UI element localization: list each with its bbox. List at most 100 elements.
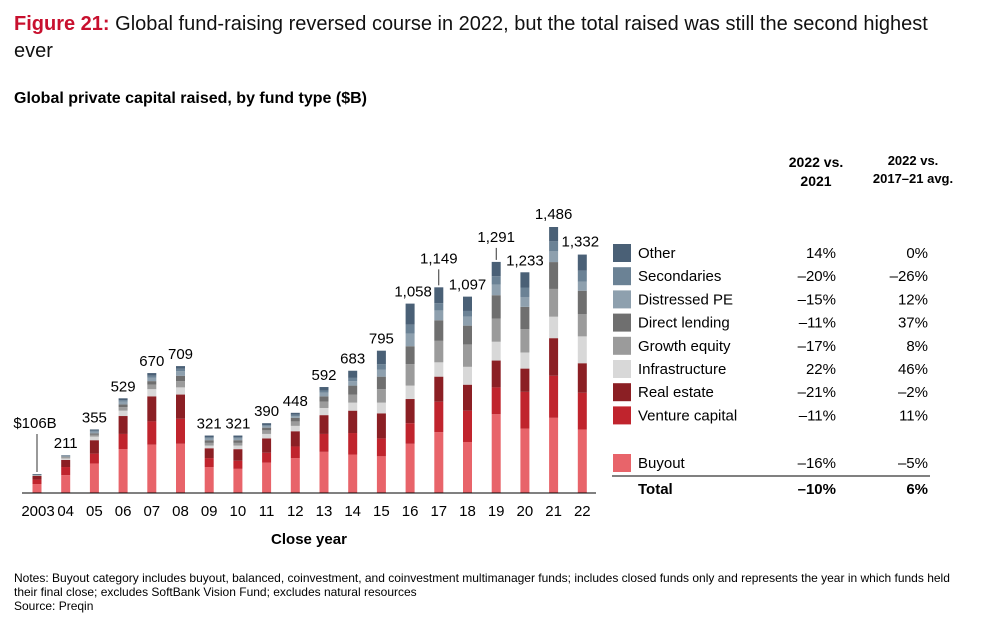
total-label: 321 (225, 416, 250, 433)
total-label: 1,291 (477, 229, 515, 246)
bar-segment-venture-capital (577, 392, 587, 430)
bar-segment-growth-equity (262, 430, 272, 434)
bar-segment-distressed-pe (376, 369, 386, 377)
bar-segment-distressed-pe (61, 456, 71, 457)
bar-segment-growth-equity (491, 318, 501, 342)
bar-segment-infrastructure (32, 475, 42, 476)
bar-segment-venture-capital (434, 401, 444, 433)
bar-segment-direct-lending (577, 290, 587, 314)
bar-segment-buyout (233, 468, 243, 493)
total-label: 683 (340, 351, 365, 368)
bar-segment-infrastructure (61, 458, 71, 460)
bar-segment-buyout (577, 429, 587, 493)
bar-segment-infrastructure (434, 362, 444, 377)
total-label: 1,058 (394, 284, 432, 301)
bar-segment-real-estate (89, 440, 99, 454)
bar-segment-infrastructure (319, 407, 329, 416)
bar-segment-other (147, 373, 157, 376)
bar-segment-direct-lending (549, 262, 559, 289)
bar-segment-other (233, 435, 243, 438)
bar-segment-distressed-pe (348, 381, 358, 386)
bar-segment-direct-lending (204, 440, 214, 443)
bar-segment-real-estate (61, 459, 71, 468)
bar-segment-secondaries (262, 424, 272, 426)
legend-label: Secondaries (638, 268, 721, 285)
bar-segment-infrastructure (290, 425, 300, 432)
figure-title-text: Global fund-raising reversed course in 2… (14, 13, 928, 62)
total-label: 1,097 (449, 277, 487, 294)
bar-segment-venture-capital (32, 479, 42, 485)
bar-segment-infrastructure (549, 316, 559, 339)
bar-segment-other (348, 370, 358, 378)
total-label: 1,486 (535, 206, 573, 223)
bar-segment-real-estate (376, 413, 386, 439)
x-tick-label: 09 (201, 503, 218, 520)
bar-segment-venture-capital (233, 460, 243, 469)
bar-segment-real-estate (118, 416, 128, 434)
bar-segment-other (405, 303, 415, 325)
bar-segment-direct-lending (376, 376, 386, 390)
bar-segment-distressed-pe (405, 333, 415, 347)
legend-value-vs-2021: 14% (806, 245, 836, 262)
bar-segment-distressed-pe (491, 284, 501, 296)
bar-segment-other (491, 261, 501, 277)
legend-swatch (613, 360, 631, 378)
legend-header-vs-2021: 2022 vs. (789, 154, 844, 170)
legend-label: Buyout (638, 455, 686, 472)
bar-segment-distressed-pe (577, 281, 587, 291)
bar-segment-buyout (463, 441, 472, 493)
bar-segment-infrastructure (491, 341, 501, 361)
bar-segment-venture-capital (491, 387, 501, 415)
bar-segment-venture-capital (319, 433, 329, 452)
bar-segment-other (520, 272, 530, 288)
bar-segment-infrastructure (89, 436, 99, 441)
bar-segment-other (262, 423, 272, 425)
bar-segment-direct-lending (89, 433, 99, 435)
bar-segment-venture-capital (376, 438, 386, 457)
bar-segment-infrastructure (405, 385, 415, 400)
bar-segment-other (118, 398, 128, 401)
bar-segment-real-estate (262, 438, 272, 453)
legend-value-vs-2021: –17% (798, 338, 836, 355)
bar-segment-real-estate (405, 399, 415, 424)
bar-segment-buyout (434, 432, 444, 493)
legend-header-vs-avg: 2022 vs. (888, 153, 939, 168)
bar-segment-distressed-pe (233, 438, 243, 441)
bar-segment-secondaries (491, 276, 501, 285)
legend-value-vs-avg: 46% (898, 361, 928, 378)
legend-swatch (613, 290, 631, 309)
bar-segment-other (549, 227, 559, 242)
bar-segment-direct-lending (61, 456, 71, 458)
bar-segment-real-estate (233, 449, 243, 461)
bar-segment-direct-lending (319, 396, 329, 402)
legend-label: Real estate (638, 384, 714, 401)
x-tick-label: 17 (430, 503, 447, 520)
bar-segment-buyout (204, 467, 214, 493)
legend-value-vs-2021: –16% (798, 455, 836, 472)
bar-segment-distressed-pe (434, 310, 444, 321)
x-tick-label: 19 (488, 503, 505, 520)
bar-segment-secondaries (147, 375, 157, 378)
bar-segment-infrastructure (233, 445, 243, 450)
bar-segment-real-estate (348, 410, 358, 434)
legend-swatch (613, 313, 631, 332)
bar-segment-real-estate (147, 396, 157, 422)
bar-segment-buyout (147, 444, 157, 493)
total-label: 529 (111, 378, 136, 395)
bar-segment-infrastructure (204, 445, 214, 449)
legend-label: Direct lending (638, 315, 730, 332)
legend-value-vs-2021: –20% (798, 268, 836, 285)
bar-segment-direct-lending (32, 474, 42, 476)
total-label: 321 (197, 416, 222, 433)
bar-segment-growth-equity (549, 288, 559, 317)
bar-segment-growth-equity (118, 407, 128, 411)
total-label: 592 (311, 367, 336, 384)
x-tick-label: 15 (373, 503, 390, 520)
bar-segment-real-estate (434, 376, 444, 402)
x-tick-label: 04 (57, 503, 74, 520)
bar-segment-real-estate (549, 338, 559, 376)
total-label: 390 (254, 403, 279, 420)
bar-segment-buyout (290, 458, 300, 493)
bar-segment-secondaries (549, 241, 559, 252)
bar-segment-secondaries (348, 377, 358, 382)
